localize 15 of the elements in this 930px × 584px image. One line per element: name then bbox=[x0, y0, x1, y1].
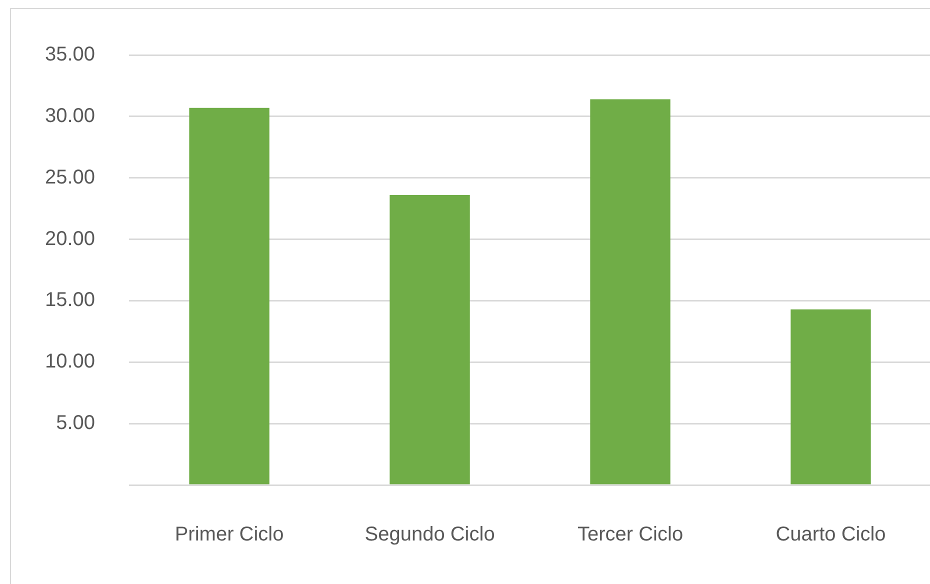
bar bbox=[790, 309, 871, 484]
x-tick-label: Segundo Ciclo bbox=[364, 524, 495, 546]
x-tick-label: Primer Ciclo bbox=[174, 524, 284, 546]
bar bbox=[390, 195, 470, 484]
x-tick-label: Tercer Ciclo bbox=[577, 524, 684, 546]
y-tick-label: 5.00 bbox=[56, 412, 96, 434]
x-tick-label: Cuarto Ciclo bbox=[776, 524, 886, 546]
y-tick-label: 30.00 bbox=[44, 104, 96, 127]
y-tick-label: 20.00 bbox=[44, 228, 96, 250]
y-tick-label: 10.00 bbox=[44, 350, 96, 373]
y-tick-label: 35.00 bbox=[44, 44, 96, 66]
y-tick-label: 25.00 bbox=[44, 166, 96, 188]
bar bbox=[189, 108, 270, 484]
y-tick-label: 15.00 bbox=[44, 289, 96, 312]
bar bbox=[590, 99, 670, 484]
